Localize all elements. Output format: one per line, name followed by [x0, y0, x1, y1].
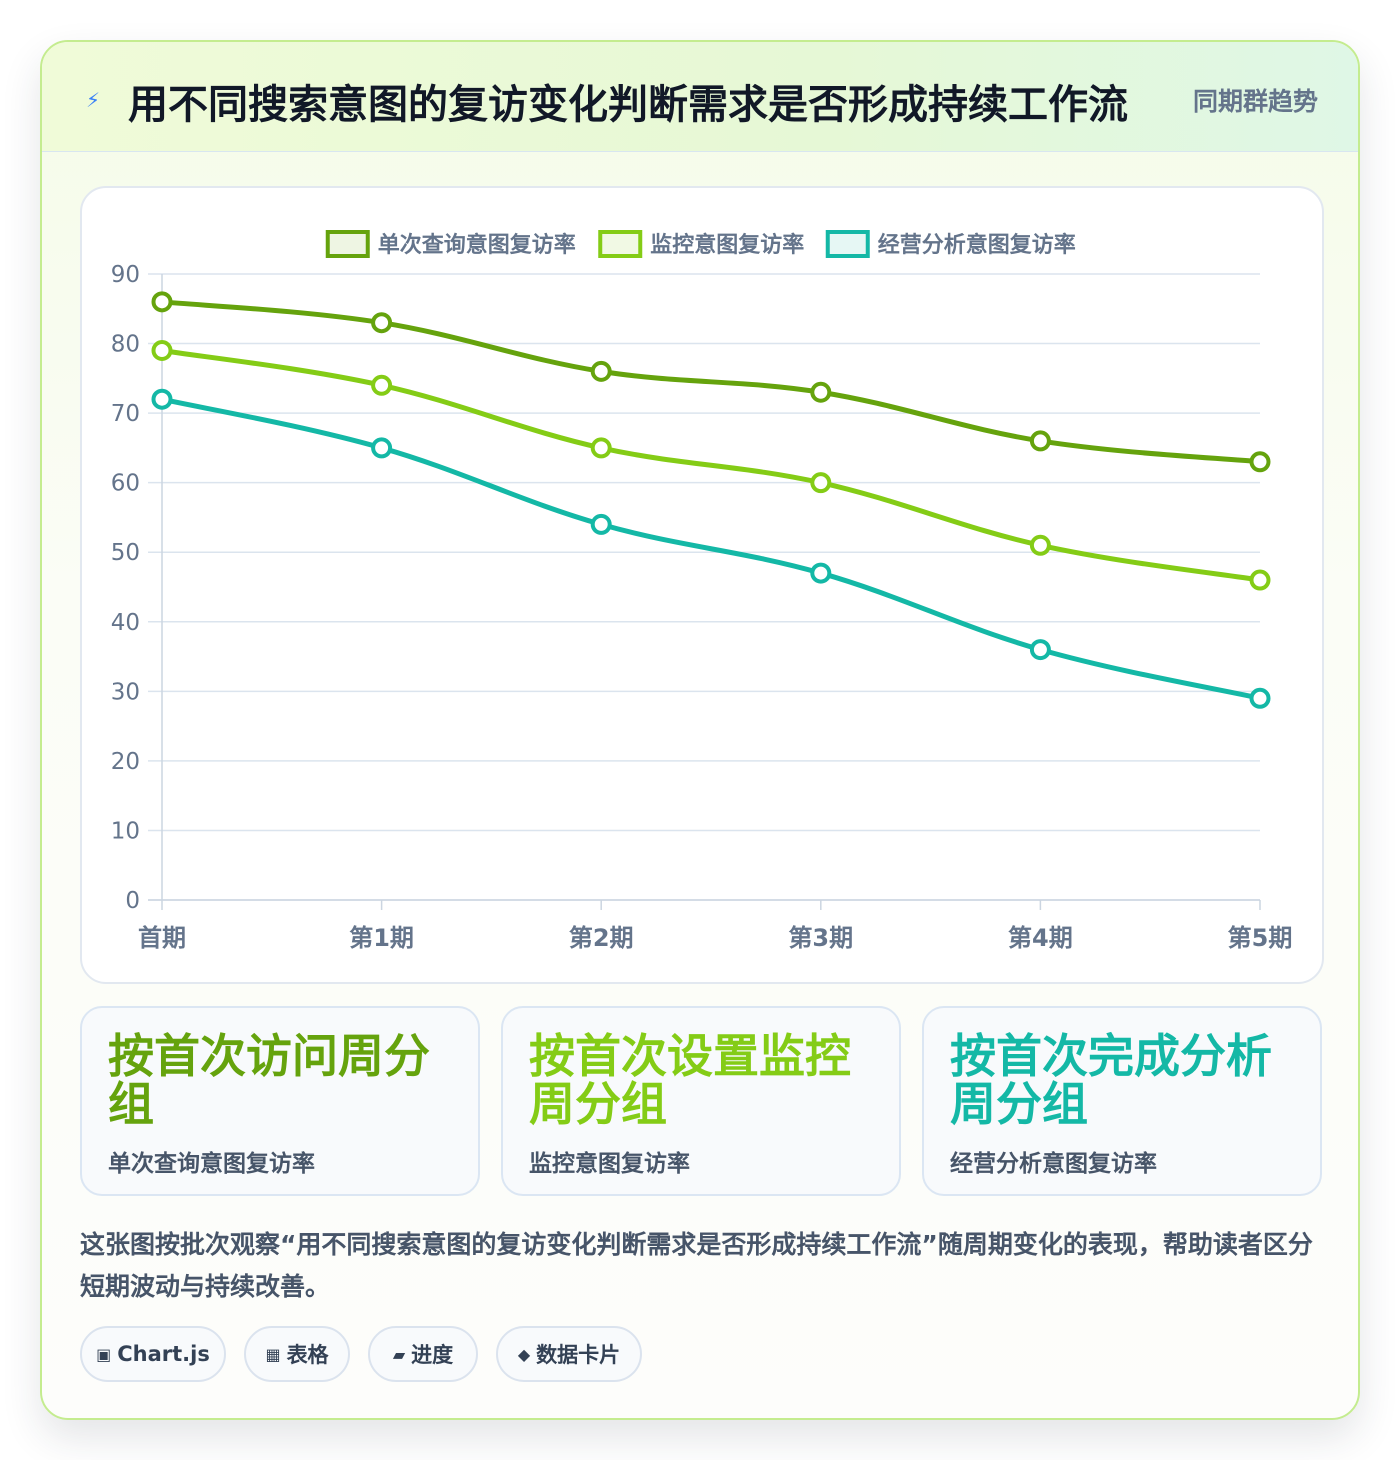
main-card: ⚡ 用不同搜索意图的复访变化判断需求是否形成持续工作流 同期群趋势 0 10 20 3…: [40, 40, 1360, 1420]
y-tick-label: 90: [111, 262, 140, 288]
table-icon: ▦: [265, 1344, 281, 1364]
chart-panel: 0 10 20 30 40 50 60 70 80 90 首期 第1期 第2期 第3期 第4期 第5期 单次查询…: [80, 186, 1324, 984]
y-tick-label: 0: [125, 888, 140, 914]
data-point: [371, 437, 393, 459]
progress-icon: ▰: [392, 1344, 406, 1364]
stat-card-analysis: 按首次完成分析周分组 经营分析意图复访率: [922, 1006, 1322, 1196]
stat-card-title: 按首次访问周分组: [108, 1029, 430, 1131]
stat-card-title: 按首次设置监控周分组: [529, 1029, 851, 1131]
x-tick-label: 第2期: [569, 924, 634, 952]
chip-table[interactable]: ▦ 表格: [244, 1326, 350, 1382]
stat-card-label: 单次查询意图复访率: [108, 1151, 315, 1177]
data-point: [810, 562, 832, 584]
data-point: [1029, 639, 1051, 661]
legend-label: 经营分析意图复访率: [878, 232, 1076, 258]
series-line: [159, 348, 1263, 583]
chip-progress[interactable]: ▰ 进度: [368, 1326, 478, 1382]
header-tag: 同期群趋势: [1192, 87, 1318, 116]
y-tick-label: 60: [111, 471, 140, 497]
data-point: [1249, 569, 1271, 591]
x-tick-label: 第1期: [349, 924, 414, 952]
y-tick-label: 80: [111, 332, 140, 358]
stat-card-label: 经营分析意图复访率: [950, 1151, 1157, 1177]
y-tick-label: 50: [111, 540, 140, 566]
chip-label: 进度: [411, 1343, 454, 1367]
legend-label: 监控意图复访率: [650, 232, 804, 258]
chip-label: Chart.js: [117, 1342, 210, 1366]
data-point: [151, 340, 173, 362]
lightning-icon: ⚡: [86, 88, 101, 112]
data-point: [1249, 451, 1271, 473]
data-point: [1249, 687, 1271, 709]
legend-swatch: [325, 230, 370, 258]
data-point: [151, 388, 173, 410]
x-tick-label: 首期: [138, 924, 186, 952]
x-tick-label: 第4期: [1008, 924, 1073, 952]
legend-swatch: [825, 230, 870, 258]
y-tick-label: 70: [111, 401, 140, 427]
stat-card-monitor: 按首次设置监控周分组 监控意图复访率: [501, 1006, 901, 1196]
card-header: ⚡ 用不同搜索意图的复访变化判断需求是否形成持续工作流 同期群趋势: [42, 42, 1358, 152]
stat-card-label: 监控意图复访率: [529, 1151, 690, 1177]
series-line: [159, 299, 1263, 465]
chart-description: 这张图按批次观察“用不同搜索意图的复访变化判断需求是否形成持续工作流”随周期变化…: [80, 1230, 1313, 1301]
chip-label: 数据卡片: [536, 1343, 621, 1367]
series-line: [159, 396, 1263, 701]
legend-label: 单次查询意图复访率: [378, 232, 576, 258]
y-tick-label: 20: [111, 749, 140, 775]
line-chart: 0 10 20 30 40 50 60 70 80 90 首期 第1期 第2期 第3期 第4期 第5期 单次查询…: [111, 230, 1293, 952]
stat-card-title: 按首次完成分析周分组: [950, 1029, 1272, 1131]
card-icon: ◆: [517, 1344, 531, 1364]
legend-swatch: [598, 230, 643, 258]
data-point: [1029, 534, 1051, 556]
y-tick-label: 10: [111, 818, 140, 844]
chip-data-card[interactable]: ◆ 数据卡片: [496, 1326, 642, 1382]
data-point: [151, 291, 173, 313]
chip-chartjs[interactable]: ▣ Chart.js: [80, 1326, 226, 1382]
chip-label: 表格: [286, 1343, 329, 1367]
x-tick-label: 第3期: [788, 924, 853, 952]
y-tick-label: 30: [111, 679, 140, 705]
data-point: [1029, 430, 1051, 452]
stat-card-query: 按首次访问周分组 单次查询意图复访率: [80, 1006, 480, 1196]
x-tick-label: 第5期: [1228, 924, 1293, 952]
data-point: [371, 374, 393, 396]
data-point: [590, 513, 612, 535]
y-tick-label: 40: [111, 610, 140, 636]
page-title: 用不同搜索意图的复访变化判断需求是否形成持续工作流: [128, 82, 1128, 128]
data-point: [810, 472, 832, 494]
data-point: [371, 312, 393, 334]
data-point: [590, 360, 612, 382]
data-point: [590, 437, 612, 459]
chart-icon: ▣: [96, 1344, 112, 1364]
data-point: [810, 381, 832, 403]
